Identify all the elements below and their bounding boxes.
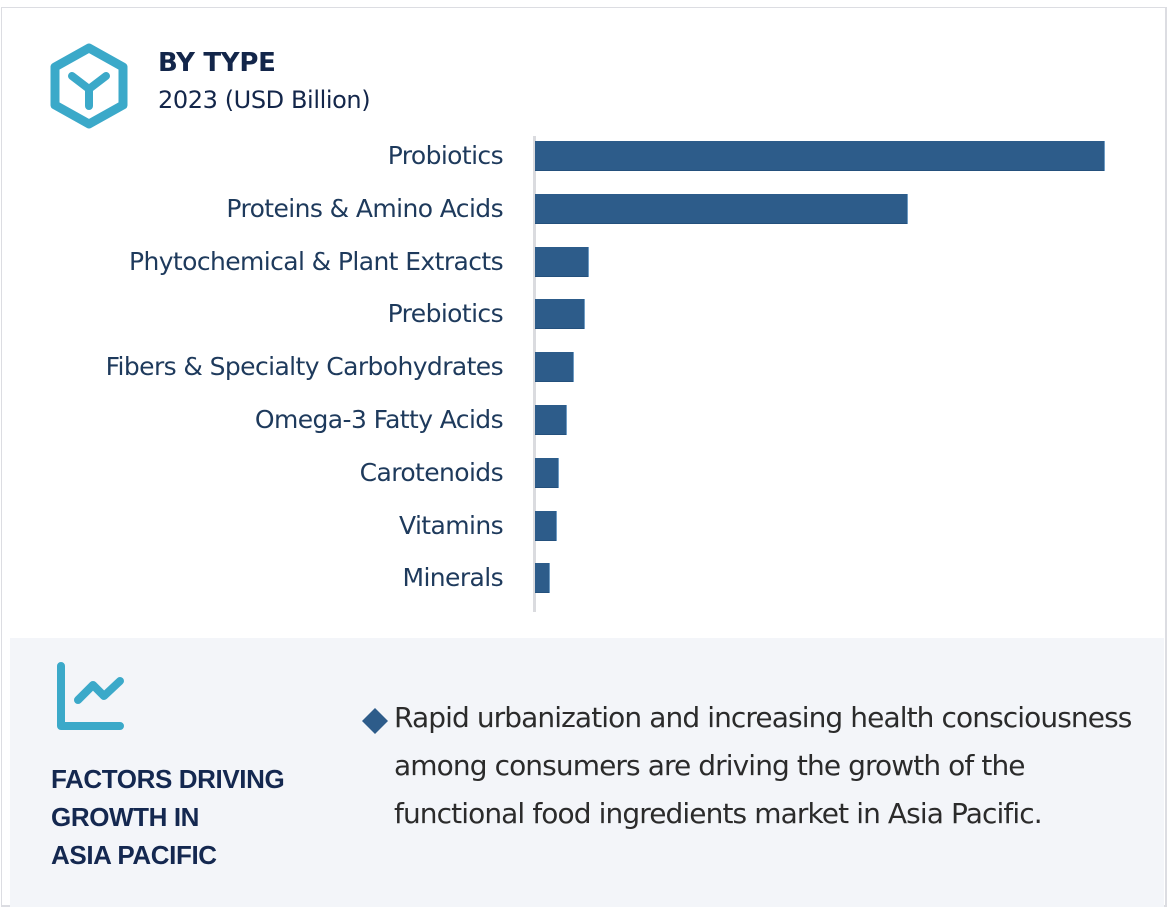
hexagon-y-icon <box>50 43 128 129</box>
factors-panel: FACTORS DRIVING GROWTH IN ASIA PACIFIC R… <box>10 638 1164 907</box>
bar <box>535 193 908 224</box>
bar-label: Proteins & Amino Acids <box>226 193 503 223</box>
y-axis-line <box>533 136 536 612</box>
bar-label: Vitamins <box>399 510 504 540</box>
factors-heading-line: ASIA PACIFIC <box>51 840 217 870</box>
bar-label: Minerals <box>402 563 503 593</box>
bar <box>535 405 567 435</box>
bar-row: Proteins & Amino Acids <box>1 193 1170 224</box>
bar <box>535 246 589 277</box>
bar-row: Minerals <box>1 563 1170 594</box>
bar-label: Prebiotics <box>387 299 504 329</box>
bar-row: Phytochemical & Plant Extracts <box>1 246 1170 277</box>
bar-row: Fibers & Specialty Carbohydrates <box>1 352 1170 383</box>
bar <box>535 299 585 330</box>
bar <box>535 563 550 594</box>
bar-label: Probiotics <box>387 141 504 170</box>
bar <box>535 141 1105 171</box>
bar <box>535 457 559 488</box>
factors-heading: FACTORS DRIVING GROWTH IN ASIA PACIFIC <box>51 760 285 874</box>
bar-row: Vitamins <box>1 510 1170 541</box>
bar <box>535 352 574 383</box>
bar-label: Omega-3 Fatty Acids <box>254 405 504 434</box>
chart-subtitle: 2023 (USD Billion) <box>158 86 371 114</box>
chart-card: BY TYPE 2023 (USD Billion) Probiotics Pro… <box>1 7 1167 907</box>
bar-row: Probiotics <box>1 141 1170 171</box>
bar-label: Fibers & Specialty Carbohydrates <box>105 352 504 382</box>
factors-heading-line: FACTORS DRIVING <box>51 764 285 794</box>
bar-label: Carotenoids <box>359 457 504 487</box>
diamond-bullet-icon <box>362 708 388 734</box>
factors-heading-line: GROWTH IN <box>51 802 200 832</box>
bar-row: Carotenoids <box>1 457 1170 488</box>
bar-row: Prebiotics <box>1 299 1170 330</box>
factor-point: Rapid urbanization and increasing health… <box>394 701 1132 830</box>
trend-chart-icon <box>57 662 124 730</box>
bar-label: Phytochemical & Plant Extracts <box>129 246 504 276</box>
chart-title: BY TYPE <box>158 48 276 78</box>
bar-row: Omega-3 Fatty Acids <box>1 405 1170 435</box>
bar <box>535 510 557 541</box>
